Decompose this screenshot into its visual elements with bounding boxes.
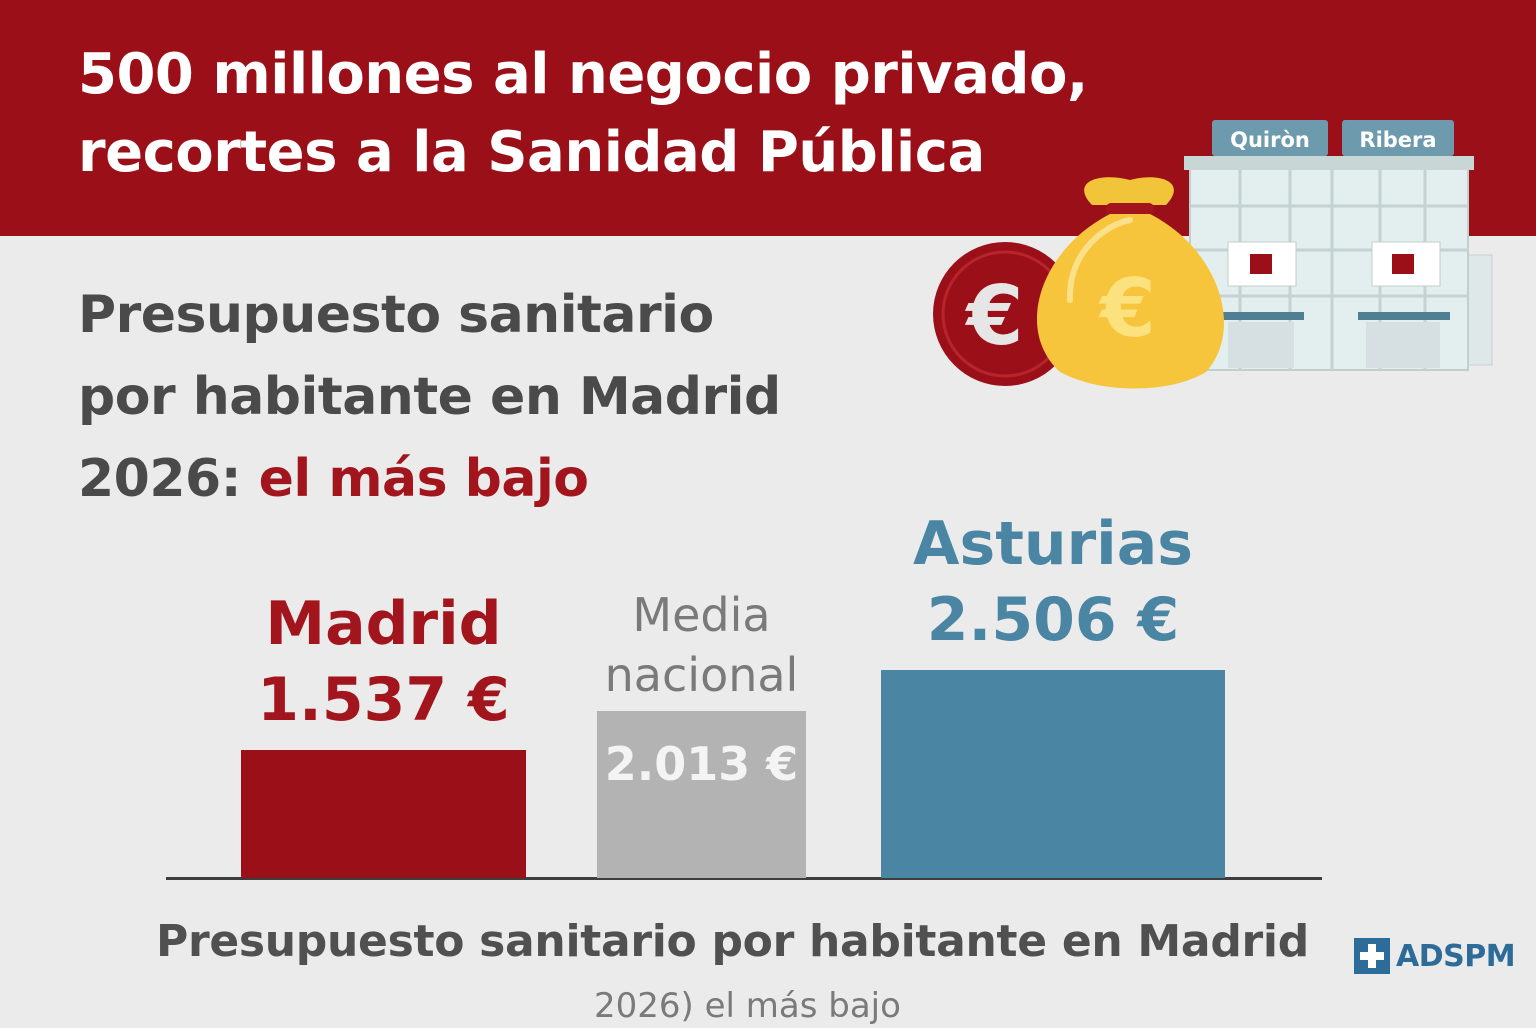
banner-title: 500 millones al negocio privado, recorte… xyxy=(78,36,1088,192)
footer-subtitle: 2026) el más bajo xyxy=(594,986,901,1026)
adspm-logo: ADSPM xyxy=(1354,936,1516,976)
bar-asturias xyxy=(881,670,1225,878)
value-label-madrid: 1.537 € xyxy=(257,665,510,736)
sign-quiron: Quiròn xyxy=(1230,128,1310,152)
bar-label-media-nacional: Media nacional xyxy=(492,585,912,705)
banner-title-line1: 500 millones al negocio privado, xyxy=(78,42,1088,107)
bar-label-asturias: Asturias 2.506 € xyxy=(843,506,1263,658)
value-label-asturias: 2.506 € xyxy=(926,585,1180,655)
money-bag-icon: € xyxy=(1036,177,1224,389)
footer-title: Presupuesto sanitario por habitante en M… xyxy=(156,916,1309,967)
chart-subtitle: Presupuesto sanitario por habitante en M… xyxy=(78,274,781,520)
coin-euro-symbol: € xyxy=(964,269,1023,364)
subtitle-line3-prefix: 2026: xyxy=(78,449,242,509)
subtitle-line1: Presupuesto sanitario xyxy=(78,285,714,345)
subtitle-line2: por habitante en Madrid xyxy=(78,367,781,427)
category-label-madrid-line1: Madrid xyxy=(265,589,502,660)
plus-icon xyxy=(1354,938,1390,974)
value-label-media-nacional: 2.013 € xyxy=(604,736,799,791)
category-label-media-nacional-line2: nacional xyxy=(604,647,799,702)
hospital-building-icon: Quiròn Ribera xyxy=(1184,120,1493,371)
bag-euro-symbol: € xyxy=(1098,262,1156,355)
logo-text: ADSPM xyxy=(1396,938,1516,974)
bar-media-nacional: 2.013 € xyxy=(597,710,806,878)
category-label-media-nacional-line1: Media xyxy=(632,587,771,642)
illustration: Quiròn Ribera € € xyxy=(933,120,1493,389)
subtitle-line3-accent: el más bajo xyxy=(258,449,589,509)
category-label-asturias-line1: Asturias xyxy=(913,509,1193,579)
banner-title-line2: recortes a la Sanidad Pública xyxy=(78,120,985,185)
sign-ribera: Ribera xyxy=(1359,128,1436,152)
chart-baseline xyxy=(166,877,1322,880)
bar-label-madrid: Madrid 1.537 € xyxy=(174,586,594,738)
bar-madrid xyxy=(241,750,526,878)
euro-coin-icon: € xyxy=(933,242,1077,386)
